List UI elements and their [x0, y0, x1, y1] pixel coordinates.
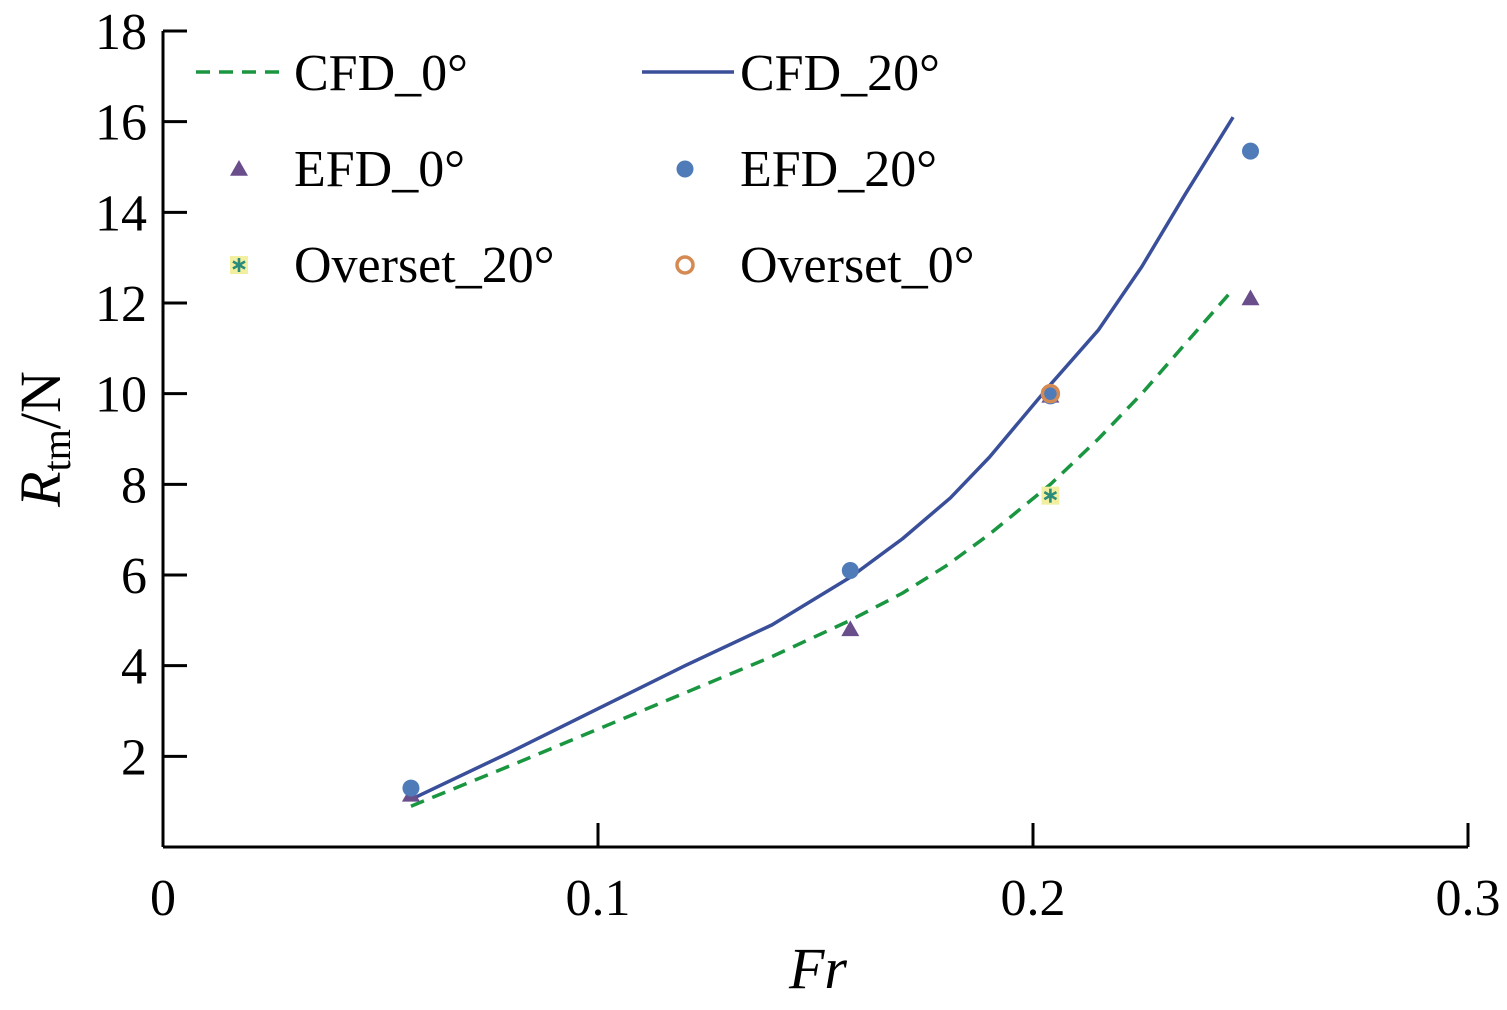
data-point-4-0 [1041, 486, 1060, 505]
data-point-3-1 [841, 561, 859, 579]
y-tick-label: 2 [121, 729, 147, 786]
legend-label-0: CFD_0° [294, 45, 468, 102]
y-axis-title-unit: /N [8, 371, 73, 429]
legend-marker-3 [676, 160, 694, 178]
data-point-5-0 [1040, 383, 1061, 404]
legend-marker-4 [230, 256, 248, 274]
legend-label-5: Overset_0° [740, 237, 975, 294]
y-tick-label: 4 [121, 639, 147, 696]
x-axis-title: Fr [788, 936, 847, 1001]
y-tick-label: 8 [121, 457, 147, 514]
y-axis-title: Rtm/N [8, 371, 79, 508]
series-line-1 [410, 116, 1235, 801]
y-tick-label: 10 [95, 367, 147, 424]
legend-marker-5 [675, 255, 695, 275]
x-tick-label: 0.1 [566, 870, 631, 927]
data-point-3-3 [1242, 142, 1259, 160]
legend-symbol-3 [676, 160, 694, 178]
data-point-2-1 [841, 620, 860, 637]
y-axis-title-sub: tm [34, 429, 79, 471]
x-tick-label: 0.2 [1001, 870, 1066, 927]
data-point-3-0 [402, 779, 420, 797]
y-tick-label: 6 [121, 548, 147, 605]
legend-symbol-5 [675, 255, 695, 275]
ticks: 0 0.1 0.2 0.3 2 4 6 8 10 12 14 16 18 [95, 4, 1501, 927]
y-tick-label: 18 [95, 4, 147, 61]
legend-label-1: CFD_20° [740, 45, 940, 102]
series-layer [401, 116, 1260, 808]
legend: CFD_0° CFD_20° EFD_0° EFD_20° Overset_20° Ove… [196, 45, 975, 294]
x-tick-label: 0.3 [1436, 870, 1501, 927]
x-tick-label: 0 [150, 870, 176, 927]
axes [161, 31, 1468, 849]
y-axis-title-main: R [8, 471, 73, 507]
legend-label-3: EFD_20° [740, 141, 937, 198]
legend-symbol-2 [230, 160, 248, 176]
legend-symbol-4 [230, 256, 248, 274]
data-point-2-3 [1241, 289, 1260, 306]
y-tick-label: 16 [95, 95, 147, 152]
y-tick-label: 14 [95, 185, 147, 242]
y-tick-label: 12 [95, 276, 147, 333]
legend-label-2: EFD_0° [294, 141, 465, 198]
legend-marker-2 [230, 160, 248, 176]
legend-label-4: Overset_20° [294, 237, 555, 294]
series-line-0 [410, 288, 1235, 808]
